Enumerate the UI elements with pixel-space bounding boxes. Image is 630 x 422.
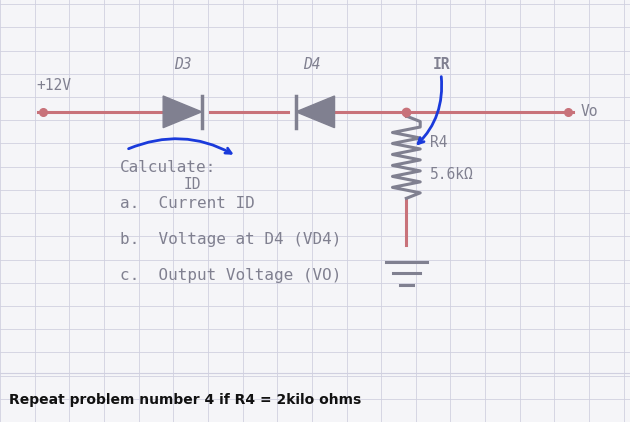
Text: R4: R4 [430,135,448,150]
Text: Vo: Vo [581,104,598,119]
Text: D3: D3 [174,57,192,72]
Text: ID: ID [183,177,201,192]
Text: D4: D4 [303,57,321,72]
Text: Calculate:: Calculate: [120,160,216,176]
Text: IR: IR [432,57,450,72]
Text: a.  Current ID: a. Current ID [120,196,255,211]
Polygon shape [296,96,335,127]
Text: c.  Output Voltage (VO): c. Output Voltage (VO) [120,268,341,283]
Polygon shape [163,96,202,127]
Text: 5.6kΩ: 5.6kΩ [430,167,474,181]
Text: b.  Voltage at D4 (VD4): b. Voltage at D4 (VD4) [120,232,341,247]
Text: +12V: +12V [37,78,72,93]
Text: Repeat problem number 4 if R4 = 2kilo ohms: Repeat problem number 4 if R4 = 2kilo oh… [9,393,362,407]
